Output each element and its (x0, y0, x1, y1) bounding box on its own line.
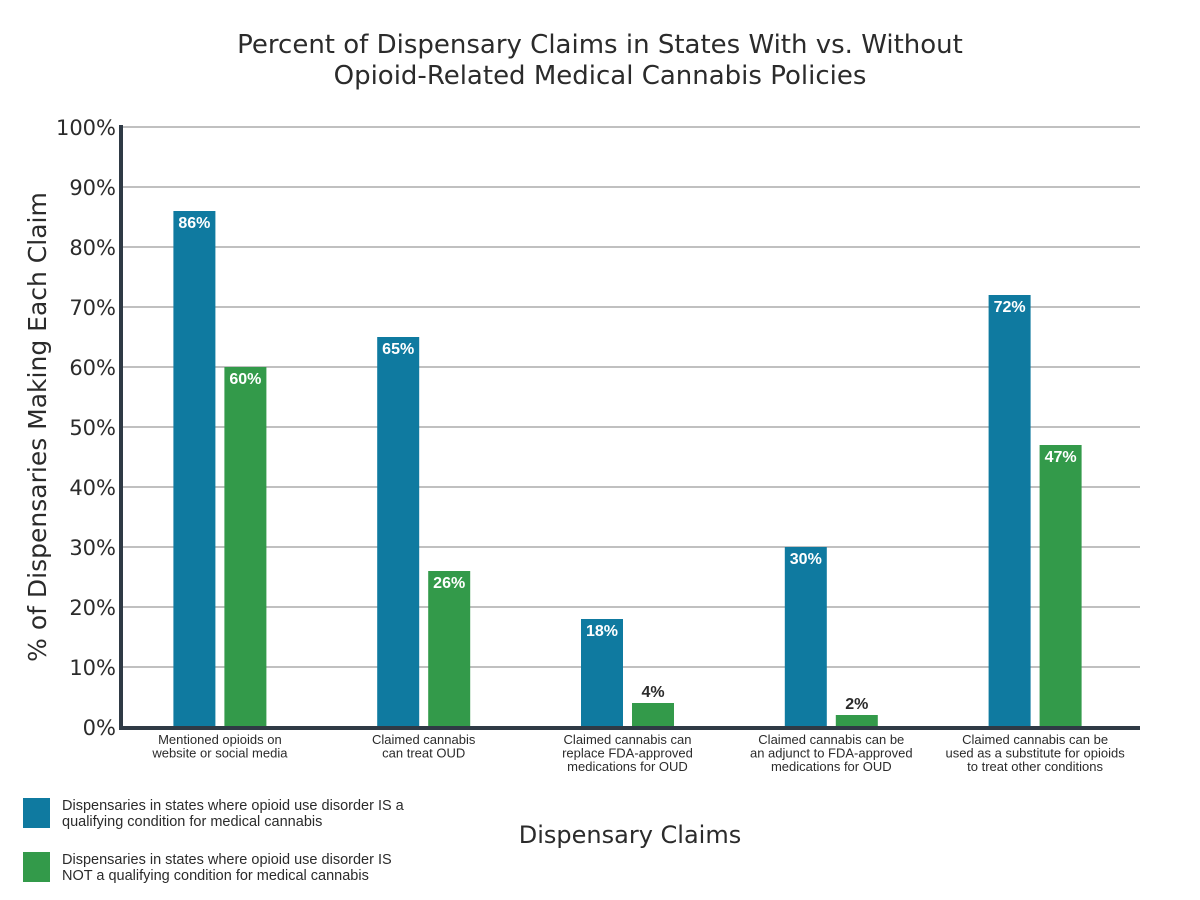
data-label: 26% (433, 575, 465, 592)
category-label: Claimed cannabis (372, 732, 476, 747)
y-tick-label: 100% (56, 116, 116, 140)
y-tick-label: 20% (69, 596, 116, 620)
bar (1039, 445, 1082, 727)
x-axis-title: Dispensary Claims (519, 821, 741, 849)
y-tick-label: 70% (69, 296, 116, 320)
bars: 86% 60% 65% 26% 18% 4% 30% 2% 72% 47% (173, 211, 1082, 727)
bar (581, 619, 623, 727)
bar (173, 211, 216, 727)
y-tick-label: 60% (69, 356, 116, 380)
category-label: to treat other conditions (967, 759, 1103, 774)
category-label: an adjunct to FDA-approved (750, 746, 913, 761)
y-tick-label: 0% (83, 716, 116, 740)
chart-title-line: Percent of Dispensary Claims in States W… (237, 30, 963, 60)
category-label: replace FDA-approved (562, 746, 693, 761)
category-label: Claimed cannabis can be (758, 732, 904, 747)
category-label: used as a substitute for opioids (945, 746, 1125, 761)
y-tick-label: 90% (69, 176, 116, 200)
data-label: 4% (641, 684, 664, 701)
legend-swatch (23, 798, 50, 828)
y-tick-label: 10% (69, 656, 116, 680)
category-label: Claimed cannabis can (564, 732, 692, 747)
data-label: 2% (845, 696, 868, 713)
legend-label: NOT a qualifying condition for medical c… (62, 868, 369, 884)
data-label: 30% (790, 551, 822, 568)
category-label: Mentioned opioids on (158, 732, 282, 747)
data-label: 18% (586, 623, 618, 640)
bar (835, 715, 878, 727)
y-tick-label: 50% (69, 416, 116, 440)
gridlines (121, 126, 1140, 668)
data-label: 65% (382, 341, 414, 358)
bar (224, 367, 267, 727)
bar (784, 547, 827, 727)
legend: Dispensaries in states where opioid use … (23, 798, 405, 884)
legend-label: Dispensaries in states where opioid use … (62, 852, 392, 868)
category-label: medications for OUD (771, 759, 892, 774)
y-tick-label: 30% (69, 536, 116, 560)
bar (632, 703, 674, 727)
bar (428, 571, 471, 727)
data-label: 86% (178, 215, 210, 232)
category-label: medications for OUD (567, 759, 688, 774)
y-tick-labels: 0% 10% 20% 30% 40% 50% 60% 70% 80% 90% 100% (56, 116, 116, 740)
category-label: website or social media (151, 746, 288, 761)
legend-swatch (23, 852, 50, 882)
data-label: 47% (1045, 449, 1077, 466)
data-label: 72% (994, 299, 1026, 316)
category-label: Claimed cannabis can be (962, 732, 1108, 747)
y-tick-label: 40% (69, 476, 116, 500)
y-axis-title: % of Dispensaries Making Each Claim (23, 192, 52, 662)
legend-label: Dispensaries in states where opioid use … (62, 798, 405, 814)
axes (119, 125, 1140, 730)
bar (988, 295, 1031, 727)
y-tick-label: 80% (69, 236, 116, 260)
chart-title: Percent of Dispensary Claims in States W… (237, 30, 963, 91)
data-label: 60% (229, 371, 261, 388)
legend-label: qualifying condition for medical cannabi… (62, 814, 322, 830)
category-label: can treat OUD (382, 746, 465, 761)
chart-title-line: Opioid-Related Medical Cannabis Policies (334, 61, 867, 91)
bar (377, 337, 420, 727)
